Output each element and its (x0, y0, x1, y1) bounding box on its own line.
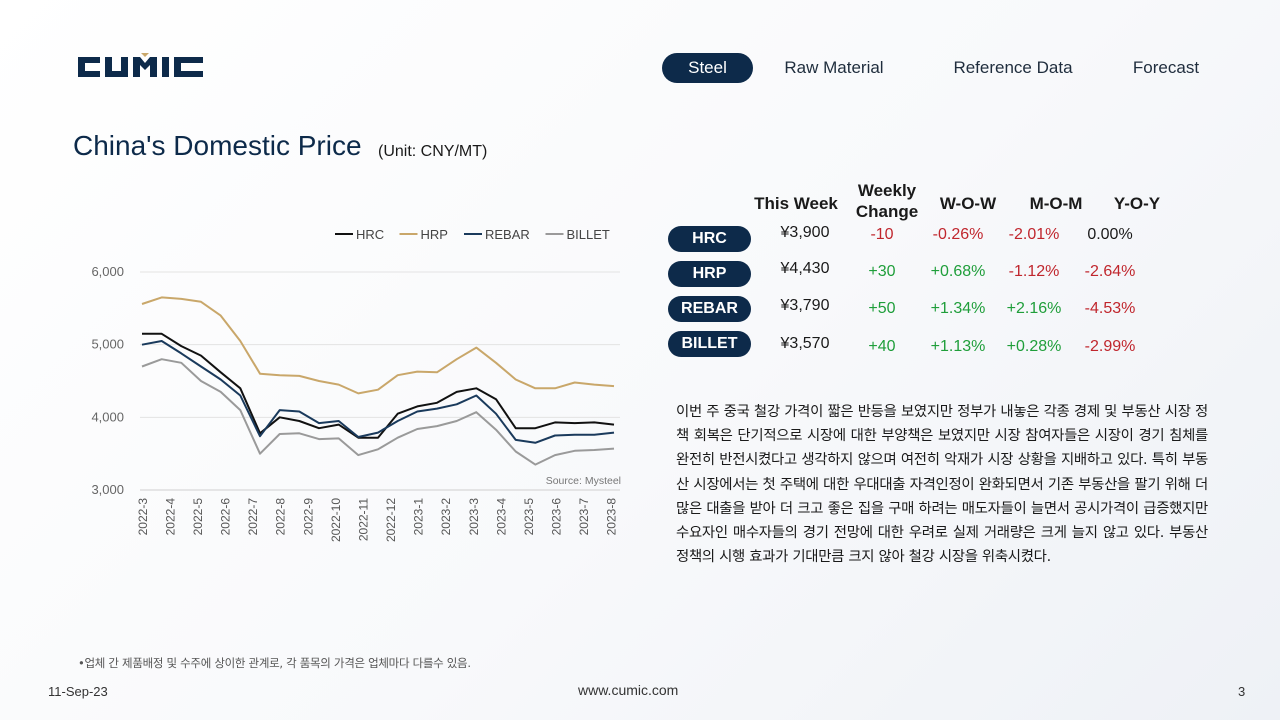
yoy-cell: -2.99% (1084, 338, 1136, 355)
product-button-hrp[interactable]: HRP (668, 261, 751, 287)
x-tick-label: 2022-7 (246, 498, 260, 536)
logo-wordmark (78, 53, 203, 77)
tab-steel[interactable]: Steel (662, 53, 753, 83)
header-wow: W-O-W (939, 194, 997, 213)
cumic-logo (76, 52, 206, 82)
legend-label: REBAR (485, 227, 530, 242)
price-cell: ¥3,570 (780, 335, 830, 352)
y-tick-label: 5,000 (91, 337, 124, 352)
header-weekly-change: Weekly Change (855, 181, 919, 221)
yoy-cell: -4.53% (1084, 300, 1136, 317)
product-button-rebar[interactable]: REBAR (668, 296, 751, 322)
change-cell: -10 (870, 226, 894, 243)
footnote: •업체 간 제품배정 및 수주에 상이한 관계로, 각 품목의 가격은 업체마다… (78, 656, 471, 670)
x-tick-label: 2023-8 (605, 498, 619, 536)
y-tick-label: 6,000 (91, 264, 124, 279)
y-tick-label: 4,000 (91, 409, 124, 424)
y-tick-label: 3,000 (91, 482, 124, 497)
x-tick-label: 2023-1 (412, 498, 426, 536)
mom-cell: +2.16% (1006, 300, 1062, 317)
x-tick-label: 2022-3 (136, 498, 150, 536)
x-tick-label: 2022-9 (301, 498, 315, 536)
header-yoy: Y-O-Y (1113, 194, 1161, 213)
price-cell: ¥3,900 (780, 224, 830, 241)
header-mom: M-O-M (1029, 194, 1083, 213)
tab-forecast[interactable]: Forecast (1132, 58, 1200, 77)
mom-cell: +0.28% (1006, 338, 1062, 355)
wow-cell: -0.26% (932, 226, 984, 243)
chart-canvas: 3,000 4,000 5,000 6,000 2022-3 2022-4 2022-5 20… (91, 227, 621, 542)
tab-reference-data[interactable]: Reference Data (953, 58, 1073, 77)
yoy-cell: 0.00% (1087, 226, 1133, 243)
footer-date: 11-Sep-23 (48, 684, 108, 699)
legend-label: BILLET (567, 227, 610, 242)
x-tick-label: 2023-2 (439, 498, 453, 536)
mom-cell: -2.01% (1008, 226, 1060, 243)
legend-label: HRP (421, 227, 448, 242)
price-cell: ¥3,790 (780, 297, 830, 314)
x-tick-label: 2023-6 (550, 498, 564, 536)
chart-source: Source: Mysteel (546, 475, 621, 487)
x-tick-label: 2023-5 (522, 498, 536, 536)
x-tick-label: 2023-7 (577, 498, 591, 536)
x-tick-label: 2022-5 (191, 498, 205, 536)
footer-url[interactable]: www.cumic.com (578, 682, 679, 698)
wow-cell: +1.34% (930, 300, 986, 317)
x-tick-label: 2023-4 (494, 498, 508, 536)
x-tick-label: 2022-10 (329, 498, 343, 542)
price-cell: ¥4,430 (780, 260, 830, 277)
legend-label: HRC (356, 227, 384, 242)
yoy-cell: -2.64% (1084, 263, 1136, 280)
wow-cell: +1.13% (930, 338, 986, 355)
change-cell: +40 (868, 338, 896, 355)
x-tick-label: 2022-8 (274, 498, 288, 536)
mom-cell: -1.12% (1008, 263, 1060, 280)
logo-accent (141, 53, 149, 57)
product-button-hrc[interactable]: HRC (668, 226, 751, 252)
change-cell: +30 (868, 263, 896, 280)
market-commentary: 이번 주 중국 철강 가격이 짧은 반등을 보였지만 정부가 내놓은 각종 경제… (676, 404, 1208, 566)
page-title: China's Domestic Price (73, 130, 362, 161)
series-line-billet (141, 358, 615, 466)
x-tick-label: 2023-3 (467, 498, 481, 536)
x-tick-label: 2022-11 (356, 498, 370, 541)
change-cell: +50 (868, 300, 896, 317)
top-navigation: Steel Raw Material Reference Data Foreca… (660, 53, 1220, 83)
x-tick-label: 2022-4 (163, 498, 177, 536)
page-number: 3 (1238, 684, 1246, 699)
price-line-chart: 3,000 4,000 5,000 6,000 2022-3 2022-4 2022-5 20… (80, 215, 640, 560)
series-line-hrp (141, 296, 615, 395)
product-button-billet[interactable]: BILLET (668, 331, 751, 357)
tab-raw-material[interactable]: Raw Material (784, 58, 884, 77)
series-line-rebar (141, 340, 615, 444)
wow-cell: +0.68% (930, 263, 986, 280)
x-tick-label: 2022-12 (384, 498, 398, 542)
unit-label: (Unit: CNY/MT) (378, 143, 488, 160)
series-line-hrc (142, 332, 615, 439)
header-this-week: This Week (754, 194, 838, 213)
x-tick-label: 2022-6 (219, 498, 233, 536)
